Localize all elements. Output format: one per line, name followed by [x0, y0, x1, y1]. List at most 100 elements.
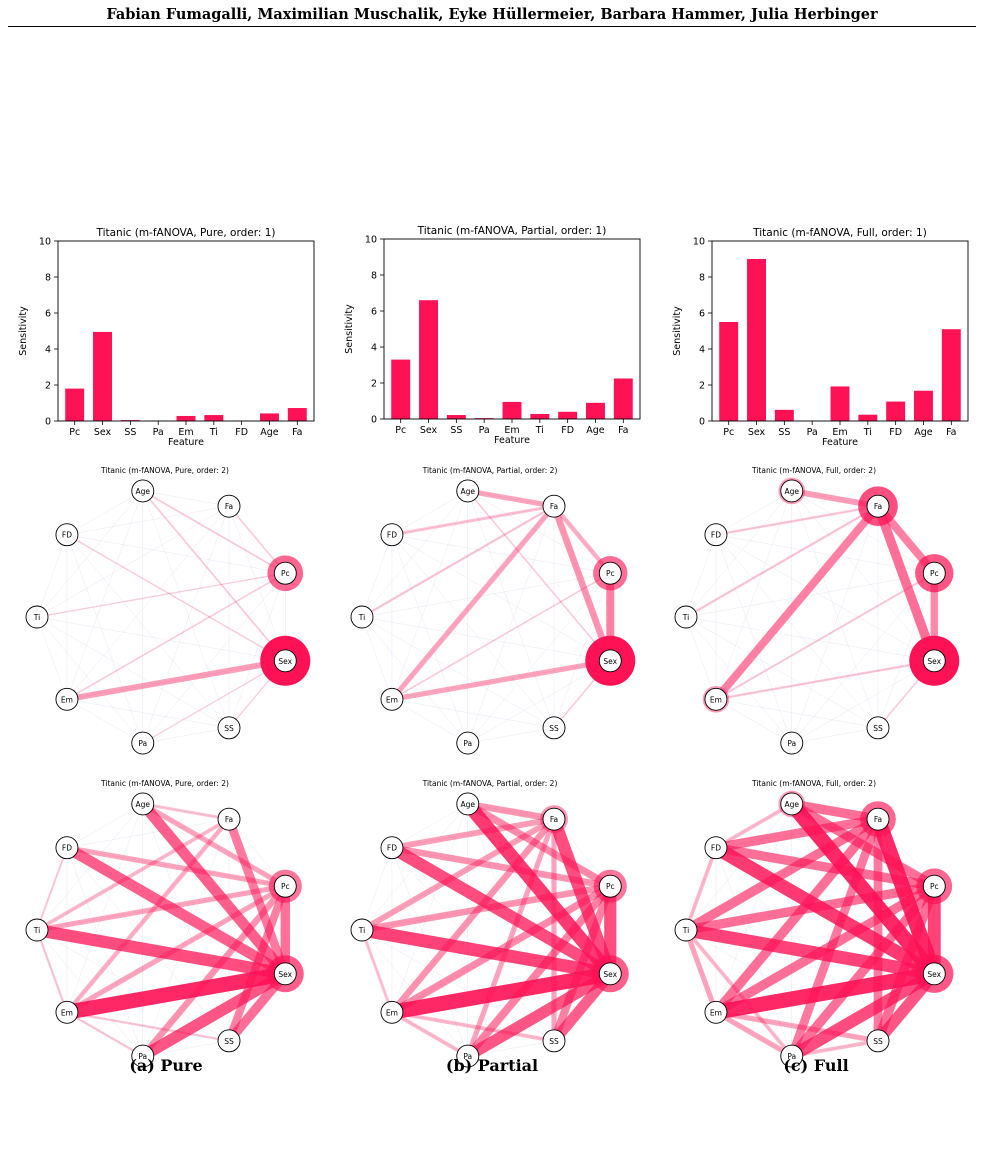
x-tick-label: Em	[504, 425, 519, 436]
edge-faint	[391, 699, 468, 744]
x-tick-label: Age	[260, 427, 279, 438]
edge-faint	[467, 490, 555, 728]
node-label: Fa	[550, 815, 558, 824]
bar-Age	[586, 402, 605, 419]
node-label: Em	[710, 695, 722, 704]
edge-faint	[66, 699, 230, 729]
node-label: Ti	[33, 613, 40, 622]
node-FD	[380, 836, 404, 860]
edge-faint	[467, 506, 555, 744]
node-Pc	[273, 874, 297, 898]
edge-faint	[715, 490, 792, 535]
edge-faint	[685, 929, 792, 1057]
edge-faint	[467, 490, 611, 574]
node-label: FD	[711, 844, 721, 853]
node-SS	[542, 1029, 566, 1053]
edge-faint	[715, 1012, 792, 1057]
edge-faint	[715, 847, 792, 1057]
node-label: Fa	[225, 815, 233, 824]
y-tick-label: 2	[699, 381, 705, 392]
edge-faint	[66, 1012, 230, 1042]
edge-faint	[361, 616, 555, 729]
x-axis-label: Feature	[494, 435, 530, 446]
edge-faint	[467, 727, 555, 744]
edge-Sex-Age	[467, 490, 611, 662]
edge-Sex-Fa	[870, 816, 942, 977]
node-Pc	[598, 874, 622, 898]
x-tick-label: Ti	[863, 427, 872, 438]
edge-faint	[36, 573, 286, 618]
node-Sex	[273, 649, 297, 673]
node-label: Ti	[682, 926, 689, 935]
node-label: SS	[549, 724, 559, 733]
edge-faint	[715, 699, 879, 729]
bar-chart-pure: Titanic (m-fANOVA, Pure, order: 1) 0 2 4 6 8 1…	[18, 227, 315, 448]
edge-faint	[391, 534, 468, 744]
edge-faint	[467, 803, 611, 887]
edge-Em-Ti	[360, 929, 394, 1013]
edge-faint	[66, 660, 286, 700]
x-tick-label: Ti	[209, 427, 218, 438]
edge-faint	[685, 616, 792, 744]
node-Pa	[456, 1044, 480, 1068]
edge-Em-Pc	[715, 572, 935, 701]
edge-faint	[391, 660, 611, 700]
edge-faint	[142, 506, 230, 744]
node-label: FD	[62, 531, 72, 540]
edge-Ti-Pc	[36, 572, 286, 618]
node-label: Age	[785, 800, 800, 809]
y-tick-label: 6	[45, 309, 51, 320]
bar-Age	[914, 390, 933, 421]
x-tick-label: Pa	[479, 425, 490, 436]
node-label: Em	[386, 695, 398, 704]
y-tick-label: 6	[699, 309, 705, 320]
edge-faint	[142, 490, 286, 661]
node-SS	[866, 1029, 890, 1053]
edge-Sex-Age	[786, 799, 941, 979]
edge-faint	[361, 818, 555, 931]
edge-faint	[391, 1012, 555, 1042]
running-header-authors: Fabian Fumagalli, Maximilian Muschalik, …	[106, 6, 878, 23]
edge-faint	[391, 847, 468, 1057]
edge-faint	[36, 534, 68, 618]
bar-Pc	[391, 359, 411, 419]
network-title: Titanic (m-fANOVA, Pure, order: 2)	[100, 779, 229, 788]
node-Ti	[350, 605, 374, 629]
node-Em	[704, 1000, 728, 1024]
y-tick-label: 2	[45, 381, 51, 392]
x-axis-label: Feature	[168, 437, 204, 448]
edge-Em-Fa	[712, 503, 882, 702]
node-Pa	[780, 731, 804, 755]
edge-faint	[36, 616, 286, 661]
plot-frame	[383, 238, 641, 420]
node-Pc	[598, 561, 622, 585]
node-Fa	[542, 807, 566, 831]
edge-faint	[391, 803, 468, 1013]
edge-Fa-Pa	[465, 818, 557, 1057]
edge-faint	[66, 534, 286, 661]
network-title: Titanic (m-fANOVA, Pure, order: 2)	[100, 466, 229, 475]
edge-Age-Fa	[467, 488, 555, 509]
edge-Pc-Age	[142, 490, 286, 575]
node-label: FD	[711, 531, 721, 540]
y-tick-label: 4	[699, 345, 705, 356]
node-label: Pc	[930, 882, 939, 891]
x-tick-label: SS	[778, 427, 790, 438]
edge-Fa-Em	[712, 816, 882, 1016]
edge-faint	[467, 660, 611, 744]
node-Pc	[922, 874, 946, 898]
node-Ti	[674, 605, 698, 629]
node-label: Sex	[603, 657, 617, 666]
edge-faint	[391, 803, 468, 848]
node-Ti	[25, 918, 49, 942]
edge-faint	[715, 505, 879, 535]
edge-faint	[66, 534, 230, 728]
x-tick-label: FD	[235, 427, 248, 438]
y-tick-label: 0	[699, 417, 705, 428]
edge-faint	[66, 818, 230, 848]
node-FD	[55, 836, 79, 860]
edge-Pa-Sex	[142, 660, 286, 744]
network-title: Titanic (m-fANOVA, Full, order: 2)	[751, 466, 876, 475]
edge-Pa-Em	[390, 1010, 469, 1058]
node-label: SS	[873, 724, 883, 733]
